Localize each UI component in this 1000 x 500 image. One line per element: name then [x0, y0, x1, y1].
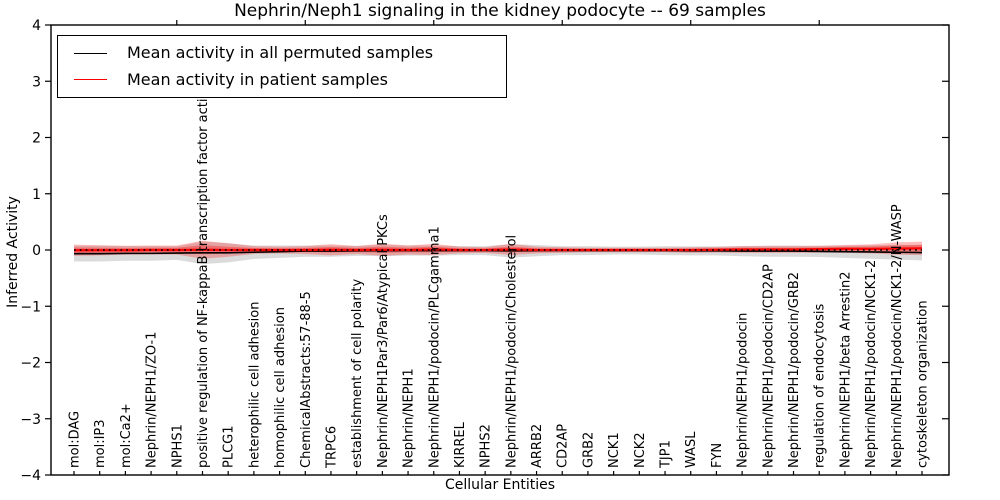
x-tick-label: Nephrin/NEPH1Par3/Par6/Atypical PKCs [376, 214, 391, 468]
band-permuted-samples-spread [74, 241, 922, 265]
x-tick-label: Nephrin/NEPH1 [402, 368, 417, 468]
x-tick-label: Nephrin/NEPH1/podocin [736, 313, 751, 468]
x-tick-label: WASL [684, 431, 699, 468]
y-tick-label: 4 [32, 18, 41, 34]
x-tick-label: NPHS2 [479, 424, 494, 468]
legend: Mean activity in all permuted samples Me… [57, 35, 507, 98]
x-tick-label: establishment of cell polarity [350, 279, 365, 468]
x-tick-label: regulation of endocytosis [813, 303, 828, 468]
legend-line-sample-red [74, 79, 107, 81]
x-tick-label: cytoskeleton organization [916, 300, 931, 468]
y-tick-label: −1 [20, 299, 41, 315]
plot-title: Nephrin/Neph1 signaling in the kidney po… [234, 1, 766, 21]
y-axis-label: Inferred Activity [5, 196, 21, 308]
x-tick-label: mol:IP3 [93, 419, 108, 468]
legend-line-sample-black [74, 52, 107, 54]
x-tick-label: NCK2 [633, 432, 648, 468]
legend-entry-label: Mean activity in all permuted samples [127, 43, 434, 63]
x-tick-label: Nephrin/NEPH1/podocin/PLCgamma1 [427, 226, 442, 468]
y-tick-label: 3 [32, 74, 41, 90]
x-tick-label: Nephrin/NEPH1/beta Arrestin2 [838, 271, 853, 468]
legend-entry-label: Mean activity in patient samples [127, 69, 388, 89]
x-tick-label: NCK1 [607, 432, 622, 468]
x-tick-label: mol:Ca2+ [119, 403, 134, 468]
y-tick-label: 0 [32, 243, 41, 259]
x-tick-label: ChemicalAbstracts:57-88-5 [299, 291, 314, 468]
x-tick-label: ARRB2 [530, 424, 545, 468]
y-tick-label: 1 [32, 187, 41, 203]
y-tick-label: −4 [20, 468, 41, 484]
x-tick-label: Nephrin/NEPH1/ZO-1 [145, 332, 160, 468]
x-tick-label: heterophilic cell adhesion [247, 302, 262, 469]
x-tick-label: GRB2 [581, 432, 596, 468]
y-tick-label: 2 [32, 131, 41, 147]
x-axis-label: Cellular Entities [444, 477, 556, 493]
x-tick-label: CD2AP [556, 424, 571, 468]
x-tick-label: Nephrin/NEPH1/podocin/NCK1-2 [864, 260, 879, 468]
y-tick-label: −3 [20, 412, 41, 428]
x-tick-label: positive regulation of NF-kappaB transcr… [196, 74, 211, 468]
axes-frame [50, 24, 950, 476]
x-tick-label: Nephrin/NEPH1/podocin/Cholesterol [504, 235, 519, 468]
x-tick-label: Nephrin/NEPH1/podocin/GRB2 [787, 272, 802, 468]
x-tick-label: TRPC6 [324, 426, 339, 469]
x-tick-label: FYN [710, 443, 725, 468]
legend-entry-permuted: Mean activity in all permuted samples [58, 44, 506, 62]
x-tick-label: TJP1 [659, 440, 674, 469]
x-tick-label: PLCG1 [222, 425, 237, 468]
x-tick-label: homophilic cell adhesion [273, 307, 288, 468]
y-tick-label: −2 [20, 356, 41, 372]
x-tick-label: Nephrin/NEPH1/podocin/CD2AP [761, 264, 776, 468]
x-tick-label: KIRREL [453, 421, 468, 468]
x-tick-label: mol:DAG [68, 411, 83, 468]
x-tick-label: Nephrin/NEPH1/podocin/NCK1-2/N-WASP [890, 204, 905, 468]
x-tick-label: NPHS1 [170, 424, 185, 468]
legend-entry-patient: Mean activity in patient samples [58, 69, 506, 89]
x-tick-labels: mol:DAG mol:IP3 mol:Ca2+ Nephrin/NEPH1/ZO-1… [68, 74, 931, 469]
